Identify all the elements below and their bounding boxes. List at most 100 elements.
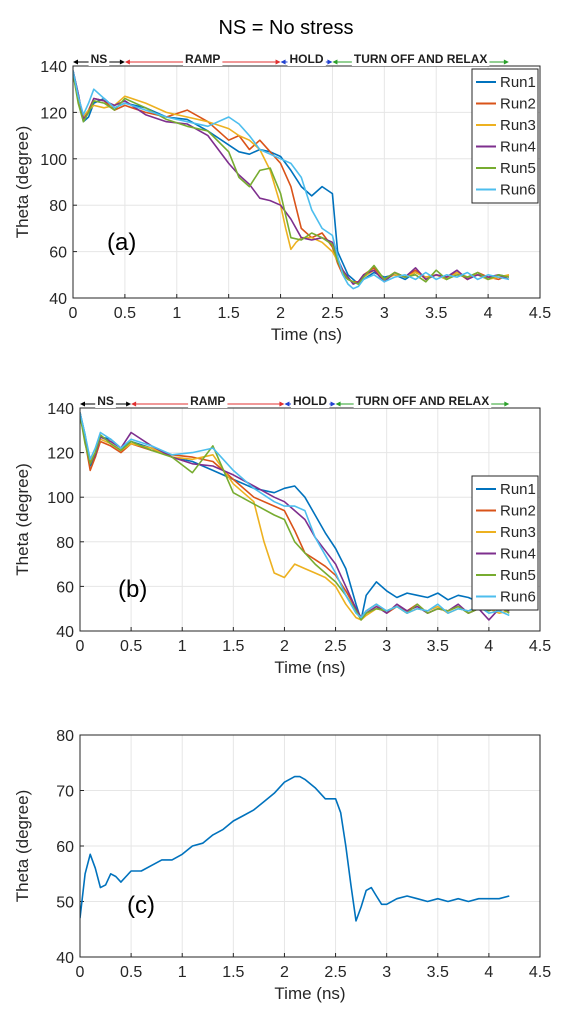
phase-label: HOLD xyxy=(290,52,324,66)
phase-arrowhead-right xyxy=(279,401,285,407)
phase-arrowhead-right xyxy=(327,59,333,65)
y-tick-label: 120 xyxy=(47,446,74,463)
legend-entry: Run6 xyxy=(500,182,536,199)
phase-arrowhead-left xyxy=(284,401,290,407)
plot-area xyxy=(73,66,540,298)
phase-arrowhead-right xyxy=(503,59,509,65)
y-tick-label: 40 xyxy=(56,624,74,641)
phase-arrowhead-left xyxy=(280,59,286,65)
phase-label: RAMP xyxy=(185,52,220,66)
phase-arrowhead-left xyxy=(335,401,341,407)
x-axis-label: Time (ns) xyxy=(274,658,345,677)
chart-panel-a: 0 0.5 1 1.5 2 2.5 3 3.5 4 4.5 40 60 80 100 120 140 Time … xyxy=(13,52,551,344)
x-tick-label: 3 xyxy=(382,638,391,655)
y-tick-label: 60 xyxy=(56,839,74,856)
y-axis-label: Theta (degree) xyxy=(13,126,32,238)
x-tick-label: 2.5 xyxy=(324,964,346,981)
y-axis-label: Theta (degree) xyxy=(13,463,32,575)
chart-panel-b: 0 0.5 1 1.5 2 2.5 3 3.5 4 4.5 40 60 80 100 120 140 Time … xyxy=(13,394,551,677)
legend-entry: Run1 xyxy=(500,481,536,498)
x-tick-label: 3.5 xyxy=(427,964,449,981)
phase-arrowhead-left xyxy=(332,59,338,65)
x-tick-label: 3.5 xyxy=(427,638,449,655)
x-axis-label: Time (ns) xyxy=(274,984,345,1003)
legend-entry: Run4 xyxy=(500,139,536,156)
phase-arrowhead-left xyxy=(131,401,137,407)
phase-label: RAMP xyxy=(190,394,225,408)
x-tick-label: 4.5 xyxy=(529,305,551,322)
x-tick-label: 2 xyxy=(280,638,289,655)
series-line-run5 xyxy=(73,72,510,285)
series-line-run6 xyxy=(73,70,510,290)
legend-entry: Run1 xyxy=(500,74,536,91)
x-tick-label: 0 xyxy=(69,305,78,322)
y-tick-label: 100 xyxy=(47,490,74,507)
legend-entry: Run3 xyxy=(500,117,536,134)
legend-entry: Run5 xyxy=(500,567,536,584)
y-tick-label: 140 xyxy=(40,59,67,76)
phase-label: NS xyxy=(91,52,108,66)
panel-label: (c) xyxy=(127,892,155,919)
panel-label: (a) xyxy=(107,229,136,256)
x-tick-label: 0 xyxy=(76,638,85,655)
plot-area xyxy=(80,408,540,631)
x-tick-label: 1.5 xyxy=(222,964,244,981)
x-tick-label: 4 xyxy=(484,638,493,655)
legend-entry: Run6 xyxy=(500,589,536,606)
phase-label-bg xyxy=(353,394,492,408)
phase-label-bg xyxy=(88,52,110,66)
legend-entry: Run2 xyxy=(500,503,536,520)
x-tick-label: 2 xyxy=(276,305,285,322)
x-tick-label: 1 xyxy=(172,305,181,322)
y-tick-label: 40 xyxy=(49,291,67,308)
y-tick-label: 100 xyxy=(40,152,67,169)
y-tick-label: 40 xyxy=(56,950,74,967)
series-line-run6 xyxy=(80,412,510,619)
phase-arrowhead-right xyxy=(330,401,336,407)
phase-label-bg xyxy=(183,52,223,66)
series-line-theta xyxy=(80,775,510,922)
phase-label: TURN OFF AND RELAX xyxy=(356,394,490,408)
x-tick-label: 1 xyxy=(178,638,187,655)
phase-arrowhead-right xyxy=(275,59,281,65)
y-tick-label: 120 xyxy=(40,105,67,122)
x-tick-label: 0 xyxy=(76,964,85,981)
legend-entry: Run5 xyxy=(500,160,536,177)
x-tick-label: 0.5 xyxy=(120,964,142,981)
phase-arrowhead-right xyxy=(504,401,510,407)
legend-entry: Run4 xyxy=(500,546,536,563)
legend-box xyxy=(471,68,539,204)
phase-arrowhead-left xyxy=(80,401,85,407)
phase-label-bg xyxy=(188,394,228,408)
x-tick-label: 0.5 xyxy=(114,305,136,322)
phase-arrowhead-left xyxy=(124,59,130,65)
panel-label: (b) xyxy=(118,576,147,603)
x-tick-label: 4 xyxy=(484,305,493,322)
x-tick-label: 3.5 xyxy=(425,305,447,322)
phase-arrowhead-right xyxy=(126,401,132,407)
figure-note: NS = No stress xyxy=(218,17,353,39)
x-tick-label: 0.5 xyxy=(120,638,142,655)
x-tick-label: 4.5 xyxy=(529,638,551,655)
legend-entry: Run3 xyxy=(500,524,536,541)
phase-label-bg xyxy=(351,52,490,66)
phase-label-bg xyxy=(287,52,326,66)
y-tick-label: 80 xyxy=(56,728,74,745)
y-tick-label: 80 xyxy=(49,198,67,215)
y-tick-label: 70 xyxy=(56,784,74,801)
x-tick-label: 2 xyxy=(280,964,289,981)
x-tick-label: 2.5 xyxy=(324,638,346,655)
x-tick-label: 3 xyxy=(382,964,391,981)
x-tick-label: 4 xyxy=(484,964,493,981)
y-tick-label: 140 xyxy=(47,401,74,418)
phase-label-bg xyxy=(95,394,116,408)
legend-entry: Run2 xyxy=(500,96,536,113)
x-tick-label: 4.5 xyxy=(529,964,551,981)
phase-label: TURN OFF AND RELAX xyxy=(354,52,488,66)
y-tick-label: 60 xyxy=(56,579,74,596)
y-tick-label: 80 xyxy=(56,535,74,552)
x-tick-label: 3 xyxy=(380,305,389,322)
x-tick-label: 1 xyxy=(178,964,187,981)
x-tick-label: 2.5 xyxy=(321,305,343,322)
